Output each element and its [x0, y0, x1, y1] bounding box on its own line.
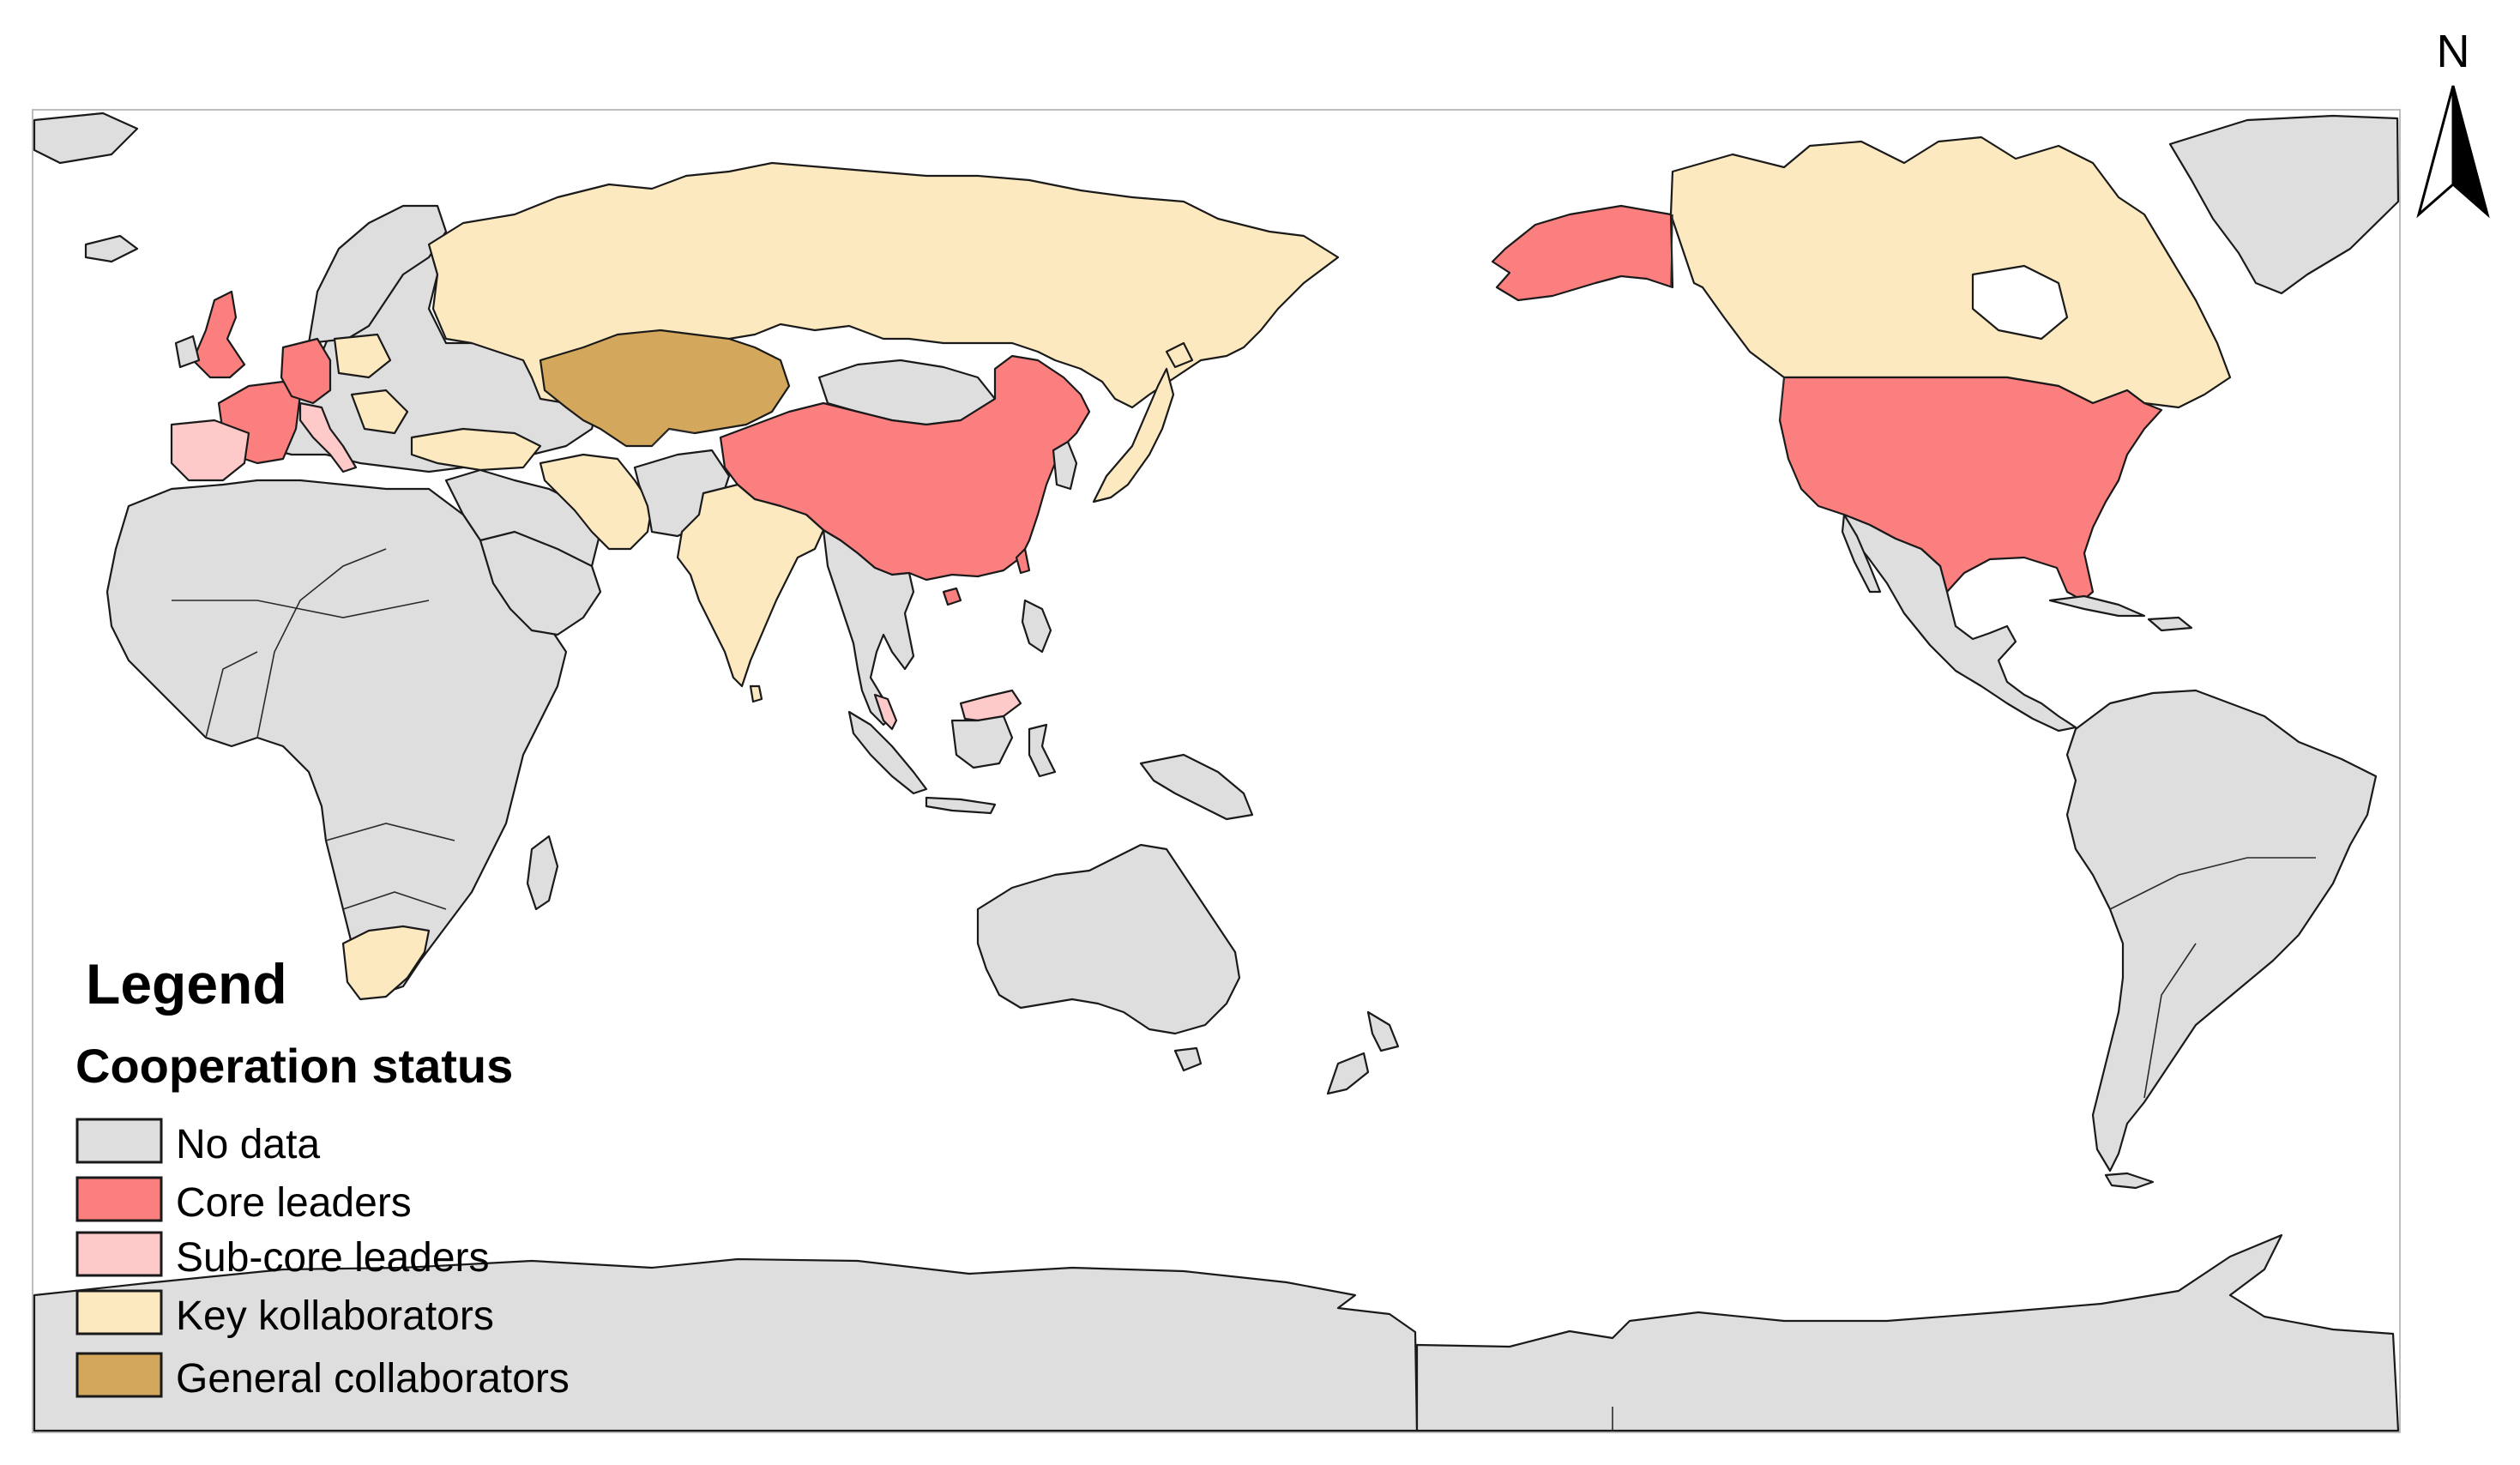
legend-label-no-data: No data — [176, 1122, 320, 1167]
legend: Legend Cooperation status No data Core l… — [75, 952, 570, 1402]
region-malaysia[interactable] — [873, 693, 898, 731]
region-iberia[interactable] — [170, 419, 250, 482]
region-hainan[interactable] — [942, 587, 962, 606]
map-frame — [32, 109, 2401, 1433]
legend-label-general-collaborators: General collaborators — [176, 1356, 570, 1402]
region-australia — [976, 843, 1241, 1035]
region-baja — [1841, 513, 1882, 594]
region-poland[interactable] — [333, 333, 392, 379]
region-hokkaido[interactable] — [1165, 341, 1194, 369]
region-iceland — [84, 234, 139, 263]
region-japan[interactable] — [1092, 367, 1175, 503]
legend-swatch-core-leaders — [75, 1176, 163, 1222]
legend-swatch-no-data — [75, 1118, 163, 1164]
legend-swatch-sub-core-leaders — [75, 1231, 163, 1277]
region-madagascar — [526, 835, 559, 911]
region-sumatra — [847, 710, 928, 795]
region-kazakhstan[interactable] — [539, 329, 791, 448]
hudson-bay — [1971, 264, 2069, 341]
region-borneo — [950, 714, 1014, 769]
region-scandinavia — [307, 204, 448, 345]
region-mexico — [1842, 513, 2077, 732]
region-svalbard — [33, 112, 139, 165]
region-se-asia — [822, 528, 915, 726]
region-alaska[interactable] — [1491, 204, 1674, 302]
region-balkans[interactable] — [350, 389, 409, 435]
region-turkey[interactable] — [410, 427, 542, 472]
region-south-america — [2065, 689, 2378, 1173]
region-tierra-del-fuego — [2104, 1172, 2155, 1190]
region-tasmania — [1173, 1046, 1203, 1072]
region-new-zealand — [1366, 1010, 1400, 1052]
legend-subtitle: Cooperation status — [75, 1039, 513, 1093]
region-borneo-malaysia[interactable] — [959, 689, 1022, 722]
legend-title: Legend — [86, 952, 287, 1016]
north-label: N — [2437, 26, 2470, 77]
north-arrow-right — [2451, 85, 2490, 219]
region-ireland — [174, 335, 201, 369]
region-south-africa[interactable] — [341, 925, 431, 1001]
region-cuba — [2048, 594, 2146, 618]
region-new-zealand-south — [1326, 1052, 1370, 1095]
region-sri-lanka[interactable] — [749, 684, 763, 703]
north-arrow: N — [2416, 26, 2490, 219]
legend-label-core-leaders: Core leaders — [176, 1180, 412, 1226]
legend-label-sub-core-leaders: Sub-core leaders — [176, 1235, 490, 1281]
legend-label-key-kollaborators: Key kollaborators — [176, 1293, 494, 1339]
region-iran[interactable] — [539, 453, 654, 551]
country-borders — [172, 214, 2316, 1432]
region-germany[interactable] — [280, 337, 332, 405]
region-india[interactable] — [676, 483, 825, 688]
region-sulawesi — [1028, 723, 1057, 778]
region-korea — [1052, 440, 1078, 491]
region-arabia — [479, 530, 602, 636]
legend-swatch-general-collaborators — [75, 1352, 163, 1398]
region-java — [925, 796, 997, 815]
legend-swatch-key-kollaborators — [75, 1289, 163, 1335]
region-antarctica-east — [1415, 1233, 2400, 1432]
region-uk[interactable] — [191, 290, 246, 379]
region-taiwan[interactable] — [1015, 547, 1031, 575]
region-philippines — [1021, 599, 1052, 654]
region-antarctica — [33, 1257, 1419, 1432]
region-hispaniola — [2147, 616, 2193, 632]
region-greenland — [2168, 114, 2400, 295]
region-italy[interactable] — [298, 401, 358, 473]
region-new-guinea — [1139, 753, 1254, 821]
